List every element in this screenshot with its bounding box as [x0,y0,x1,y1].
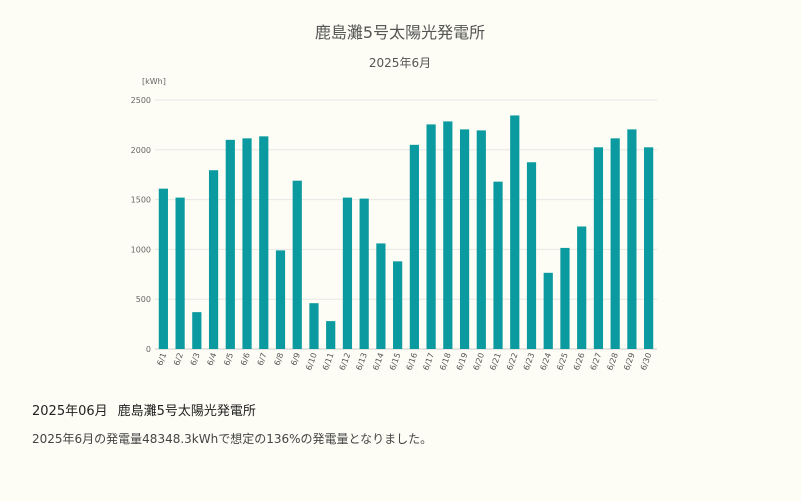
bar [192,312,202,349]
x-tick-label: 6/27 [589,352,604,372]
bar [560,247,570,349]
x-tick-label: 6/12 [338,352,353,372]
chart-area: 鹿島灘5号太陽光発電所 2025年6月 [kWh] 0 500 1000 1500 20… [131,23,657,372]
bar [225,139,235,349]
summary-text: 2025年6月の発電量48348.3kWhで想定の136%の発電量となりました。 [32,432,433,446]
x-tick-label: 6/2 [172,352,185,367]
bar [409,144,419,349]
bar [627,129,637,349]
x-tick-label: 6/16 [405,352,420,372]
bar [644,147,654,349]
bar [326,321,336,349]
x-tick-label: 6/11 [321,352,336,372]
x-axis-ticks: 6/1 6/2 6/3 6/4 6/5 6/6 6/7 6/8 6/9 6/10 6/11 6/12 6… [155,352,653,372]
x-tick-label: 6/8 [273,352,286,367]
bar [259,136,269,349]
bar [476,130,486,349]
summary-plant-name: 鹿島灘5号太陽光発電所 [117,404,256,419]
bar [208,170,219,349]
bar [593,147,604,349]
bar [376,243,386,349]
x-tick-label: 6/28 [605,352,620,372]
x-tick-label: 6/14 [371,352,386,372]
bar [275,250,286,349]
x-tick-label: 6/4 [206,352,219,367]
y-tick-label: 1500 [131,196,151,205]
y-tick-label: 0 [146,345,151,354]
y-tick-label: 2000 [131,146,151,155]
x-tick-label: 6/1 [155,352,168,367]
x-tick-label: 6/6 [239,352,252,367]
y-tick-label: 1000 [131,245,151,254]
x-tick-label: 6/29 [622,352,637,372]
bar [443,121,453,349]
bar [292,180,302,349]
x-tick-label: 6/26 [572,352,587,372]
bar [610,138,620,349]
bar [577,226,587,349]
bar-chart: 鹿島灘5号太陽光発電所 2025年6月 [kWh] 0 500 1000 1500 20… [131,23,657,372]
bar [359,198,369,349]
chart-title: 鹿島灘5号太陽光発電所 [315,23,485,42]
x-tick-label: 6/3 [189,352,202,367]
x-tick-label: 6/15 [388,352,403,372]
bar [426,124,436,349]
x-tick-label: 6/9 [289,352,302,367]
x-tick-label: 6/10 [304,352,319,372]
y-tick-label: 2500 [131,96,151,105]
summary-period: 2025年06月 [32,404,108,419]
summary-heading: 2025年06月 鹿島灘5号太陽光発電所 [32,400,256,419]
x-tick-label: 6/5 [222,352,235,367]
bar [158,188,168,349]
bar [309,303,319,349]
bars [158,115,654,349]
x-tick-label: 6/7 [256,352,269,367]
bar [242,138,252,349]
x-tick-label: 6/30 [639,352,654,372]
x-tick-label: 6/25 [555,352,570,372]
bar [175,197,185,349]
bar [526,162,537,349]
x-tick-label: 6/13 [354,352,369,372]
x-tick-label: 6/24 [539,352,554,372]
grid-lines [155,99,657,350]
x-tick-label: 6/22 [505,352,520,372]
bar [459,129,470,349]
chart-subtitle: 2025年6月 [369,56,431,70]
x-tick-label: 6/23 [522,352,537,372]
bar [543,272,553,349]
y-unit-label: [kWh] [142,77,166,86]
x-tick-label: 6/21 [488,352,503,372]
x-tick-label: 6/17 [421,352,436,372]
x-tick-label: 6/19 [455,352,470,372]
y-tick-label: 500 [136,295,151,304]
x-tick-label: 6/20 [472,352,487,372]
bar [393,261,403,349]
x-tick-label: 6/18 [438,352,453,372]
bar [510,115,520,349]
bar [493,181,503,349]
bar [342,197,353,349]
y-axis-ticks: 0 500 1000 1500 2000 2500 [131,96,151,354]
